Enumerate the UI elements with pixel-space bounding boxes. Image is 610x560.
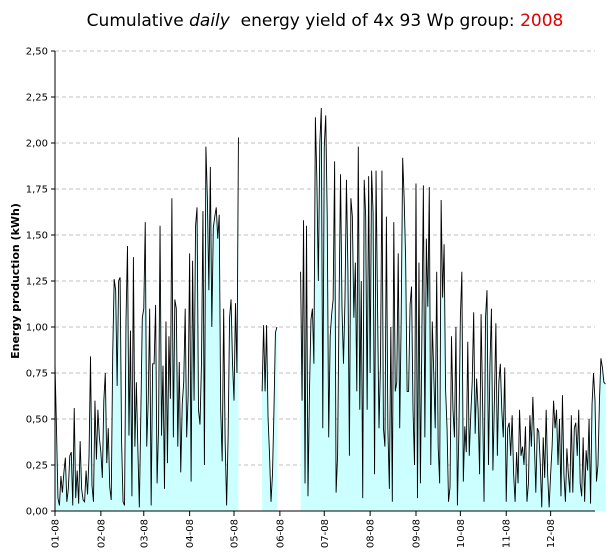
x-tick-label: 01-08 [51, 519, 62, 548]
x-tick-label: 12-08 [546, 519, 557, 548]
y-tick-label: 1,00 [26, 323, 48, 334]
x-tick-label: 02-08 [96, 519, 107, 548]
y-axis-label: Energy production (kWh) [9, 203, 22, 359]
y-tick-label: 1,25 [26, 277, 48, 288]
y-ticks: 0,00 0,25 0,50 0,75 1,00 1,25 1,50 1,75 2,00 2,25… [26, 47, 55, 518]
series-fill [300, 108, 606, 511]
y-tick-label: 0,00 [26, 507, 48, 518]
y-tick-label: 2,25 [26, 93, 48, 104]
x-tick-label: 07-08 [320, 519, 331, 548]
y-tick-label: 0,50 [26, 415, 48, 426]
series-line [261, 325, 278, 502]
y-tick-label: 0,75 [26, 369, 48, 380]
x-tick-label: 08-08 [366, 519, 377, 548]
y-tick-label: 0,25 [26, 461, 48, 472]
x-tick-label: 03-08 [139, 519, 150, 548]
y-tick-label: 1,75 [26, 185, 48, 196]
chart-title: Cumulative daily energy yield of 4x 93 W… [87, 11, 564, 31]
data-series-area [54, 108, 606, 512]
title-emphasis: daily [189, 11, 231, 31]
y-tick-label: 1,50 [26, 231, 48, 242]
x-ticks: 01-08 02-08 03-08 04-08 05-08 06-08 07-08 08-08… [51, 511, 557, 548]
series-fill [55, 137, 239, 512]
x-tick-label: 04-08 [185, 519, 196, 548]
series-line [300, 108, 606, 508]
title-prefix: Cumulative [87, 11, 189, 31]
x-tick-label: 11-08 [502, 519, 513, 548]
title-middle: energy yield of 4x 93 Wp group: [230, 11, 520, 31]
y-tick-label: 2,00 [26, 139, 48, 150]
x-tick-label: 10-08 [456, 519, 467, 548]
x-tick-label: 09-08 [411, 519, 422, 548]
y-tick-label: 2,50 [26, 47, 48, 58]
title-year: 2008 [520, 11, 563, 31]
x-tick-label: 06-08 [275, 519, 286, 548]
x-tick-label: 05-08 [230, 519, 241, 548]
series-line [54, 137, 239, 508]
